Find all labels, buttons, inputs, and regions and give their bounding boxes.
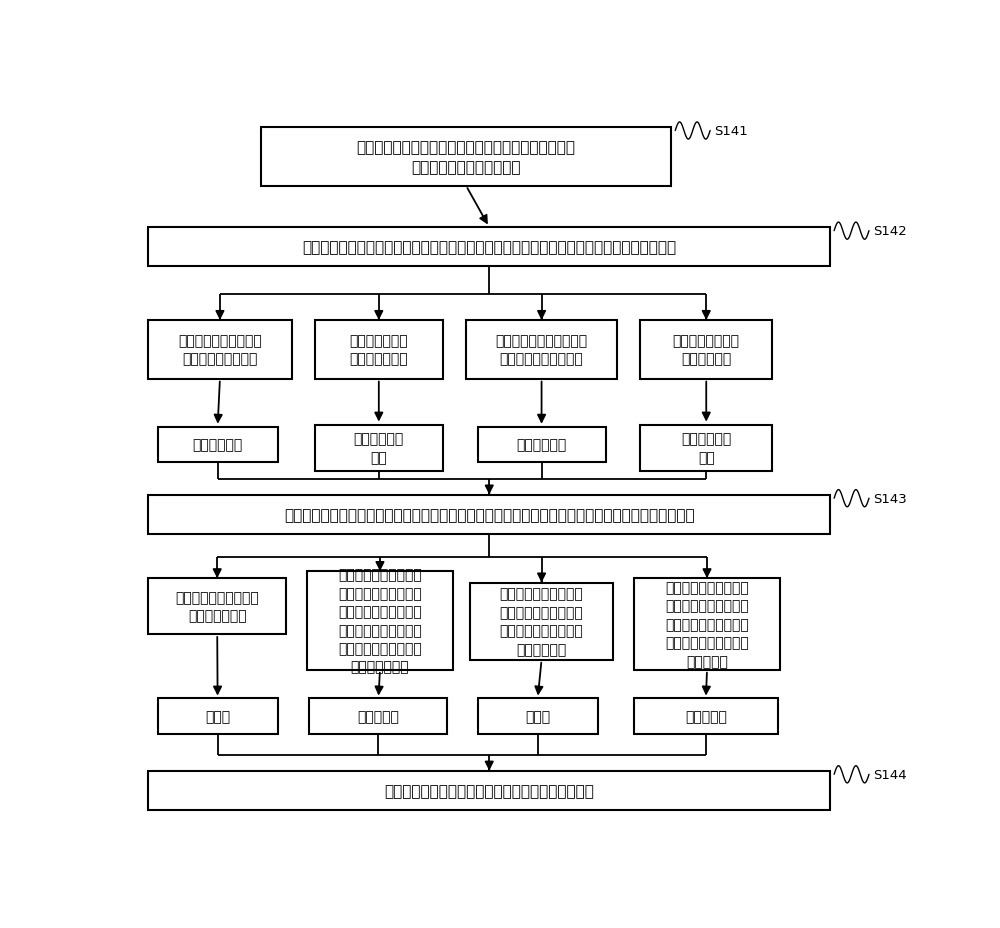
Bar xyxy=(158,427,278,463)
Bar xyxy=(261,128,671,187)
Text: 稳定域边界值: 稳定域边界值 xyxy=(192,438,243,452)
Text: 第二横向载荷转移转移
率大于等于危险域边界
值且小于异常危险域边
界值，且异常危险域边
界值等于１: 第二横向载荷转移转移 率大于等于危险域边界 值且小于异常危险域边 界值，且异常危… xyxy=(665,581,749,668)
Bar xyxy=(148,228,830,267)
Text: S144: S144 xyxy=(873,768,907,781)
Bar xyxy=(470,583,613,660)
Text: 第一阶段横向载
荷转移率等于１: 第一阶段横向载 荷转移率等于１ xyxy=(350,334,408,367)
Text: 异常危险域: 异常危险域 xyxy=(685,710,727,724)
Bar xyxy=(148,771,830,810)
Text: 稳定域: 稳定域 xyxy=(205,710,230,724)
Text: 相对稳定域: 相对稳定域 xyxy=(357,710,399,724)
Bar xyxy=(478,699,598,734)
Text: S141: S141 xyxy=(714,125,748,138)
Bar xyxy=(148,579,286,635)
Bar xyxy=(315,321,443,380)
Text: 提供一预设的叉车的横向载荷转移率有效范围，设定第
一阶段阈值和第二阶段阈值: 提供一预设的叉车的横向载荷转移率有效范围，设定第 一阶段阈值和第二阶段阈值 xyxy=(356,140,576,174)
Text: 危险域边界值: 危险域边界值 xyxy=(516,438,567,452)
Text: 第一阶段横向载荷转移
率等于第一阶段阈值: 第一阶段横向载荷转移 率等于第一阶段阈值 xyxy=(178,334,262,367)
Text: 危险域: 危险域 xyxy=(525,710,550,724)
Text: S143: S143 xyxy=(873,492,907,505)
Text: 依据叉车的各个侧翻状态区域，进行防侧翻分层控制: 依据叉车的各个侧翻状态区域，进行防侧翻分层控制 xyxy=(384,783,594,798)
Text: 依据叉车的第一阶段横向载荷转移率、第二阶段横向载荷转移率及各个边界值，进行侧翻状态判断分析: 依据叉车的第一阶段横向载荷转移率、第二阶段横向载荷转移率及各个边界值，进行侧翻状… xyxy=(284,508,695,522)
Text: 相对稳定域边
界值: 相对稳定域边 界值 xyxy=(354,432,404,464)
Bar xyxy=(148,495,830,535)
Bar xyxy=(307,572,453,670)
Text: S142: S142 xyxy=(873,225,907,238)
Bar xyxy=(478,427,606,463)
Text: 第一横向载荷转移率小
于稳定域边界值: 第一横向载荷转移率小 于稳定域边界值 xyxy=(175,590,259,623)
Text: 异常危险域边
界值: 异常危险域边 界值 xyxy=(681,432,731,464)
Text: 第一横向载荷转移转移
率等于１且第二横向载
荷转移转移率小于所述
危险域边界值: 第一横向载荷转移转移 率等于１且第二横向载 荷转移转移率小于所述 危险域边界值 xyxy=(500,587,583,656)
Text: 第二阶段横向载荷
转移率等于１: 第二阶段横向载荷 转移率等于１ xyxy=(673,334,740,367)
Text: 第一阶段横向载荷转移率
等于所述第二阶段阈值: 第一阶段横向载荷转移率 等于所述第二阶段阈值 xyxy=(496,334,588,367)
Bar xyxy=(148,321,292,380)
Bar xyxy=(158,699,278,734)
Bar xyxy=(634,699,778,734)
Bar xyxy=(640,425,772,471)
Bar xyxy=(309,699,447,734)
Bar xyxy=(634,579,780,670)
Bar xyxy=(640,321,772,380)
Bar xyxy=(466,321,617,380)
Bar xyxy=(315,425,443,471)
Text: 获取叉车的第一阶段横向载荷转移率和第二阶段横向载荷转移率，进行侧翻状态边界判断分析: 获取叉车的第一阶段横向载荷转移率和第二阶段横向载荷转移率，进行侧翻状态边界判断分… xyxy=(302,240,676,255)
Text: 第一横向载荷转移率大
于稳定域边界值且小于
相对稳定域边界值，且
第一阶段阈值等于稳定
域边界值，且相对稳定
域边界值等于１: 第一横向载荷转移率大 于稳定域边界值且小于 相对稳定域边界值，且 第一阶段阈值等… xyxy=(338,568,422,674)
